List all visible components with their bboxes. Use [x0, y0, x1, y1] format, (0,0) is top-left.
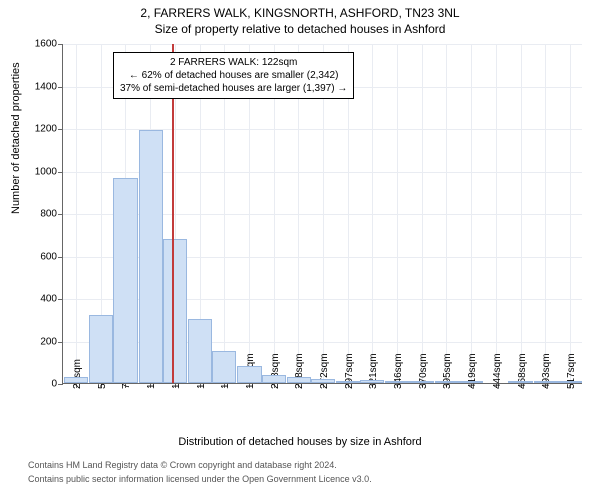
x-tick-label: 493sqm [541, 353, 552, 389]
annotation-line: ← 62% of detached houses are smaller (2,… [120, 69, 347, 82]
y-tick-label: 800 [40, 209, 57, 220]
x-tick-label: 297sqm [344, 353, 355, 389]
histogram-bar [139, 130, 163, 383]
histogram-bar [287, 377, 311, 383]
x-tick-label: 419sqm [467, 353, 478, 389]
chart-container: 2, FARRERS WALK, KINGSNORTH, ASHFORD, TN… [0, 0, 600, 500]
x-tick-label: 346sqm [393, 353, 404, 389]
annotation-line: 2 FARRERS WALK: 122sqm [120, 56, 347, 69]
plot-area: 0200400600800100012001400160027sqm52sqm7… [62, 44, 582, 384]
y-tick-label: 1600 [35, 39, 57, 50]
x-tick-label: 444sqm [492, 353, 503, 389]
histogram-bar [558, 381, 582, 383]
y-tick-label: 1200 [35, 124, 57, 135]
histogram-bar [212, 351, 236, 383]
attribution-line-1: Contains HM Land Registry data © Crown c… [28, 460, 337, 470]
x-tick-label: 27sqm [72, 359, 83, 389]
y-axis-title: Number of detached properties [10, 62, 22, 214]
histogram-bar [534, 381, 558, 383]
y-tick-label: 200 [40, 336, 57, 347]
histogram-bar [64, 377, 88, 383]
histogram-bar [237, 366, 261, 383]
x-tick-label: 248sqm [294, 353, 305, 389]
histogram-bar [113, 178, 137, 383]
histogram-bar [410, 381, 434, 383]
annotation-box: 2 FARRERS WALK: 122sqm← 62% of detached … [113, 52, 354, 99]
histogram-bar [336, 381, 360, 383]
attribution-line-2: Contains public sector information licen… [28, 474, 372, 484]
histogram-bar [163, 239, 187, 384]
y-tick-label: 400 [40, 294, 57, 305]
y-tick-label: 0 [51, 379, 57, 390]
histogram-bar [385, 381, 409, 383]
y-tick-label: 600 [40, 251, 57, 262]
x-tick-label: 395sqm [442, 353, 453, 389]
title-sub: Size of property relative to detached ho… [0, 20, 600, 36]
x-tick-label: 468sqm [517, 353, 528, 389]
histogram-bar [262, 375, 286, 384]
histogram-bar [508, 381, 532, 383]
x-tick-label: 321sqm [368, 353, 379, 389]
x-tick-label: 272sqm [319, 353, 330, 389]
histogram-bar [435, 381, 459, 383]
x-tick-label: 223sqm [270, 353, 281, 389]
histogram-bar [459, 381, 483, 383]
x-axis-title: Distribution of detached houses by size … [0, 436, 600, 448]
x-tick-label: 370sqm [418, 353, 429, 389]
y-tick-label: 1000 [35, 166, 57, 177]
annotation-line: 37% of semi-detached houses are larger (… [120, 82, 347, 95]
histogram-bar [89, 315, 113, 383]
title-main: 2, FARRERS WALK, KINGSNORTH, ASHFORD, TN… [0, 0, 600, 20]
histogram-bar [311, 379, 335, 383]
histogram-bar [360, 380, 384, 383]
y-tick-label: 1400 [35, 81, 57, 92]
histogram-bar [188, 319, 212, 383]
x-tick-label: 517sqm [566, 353, 577, 389]
